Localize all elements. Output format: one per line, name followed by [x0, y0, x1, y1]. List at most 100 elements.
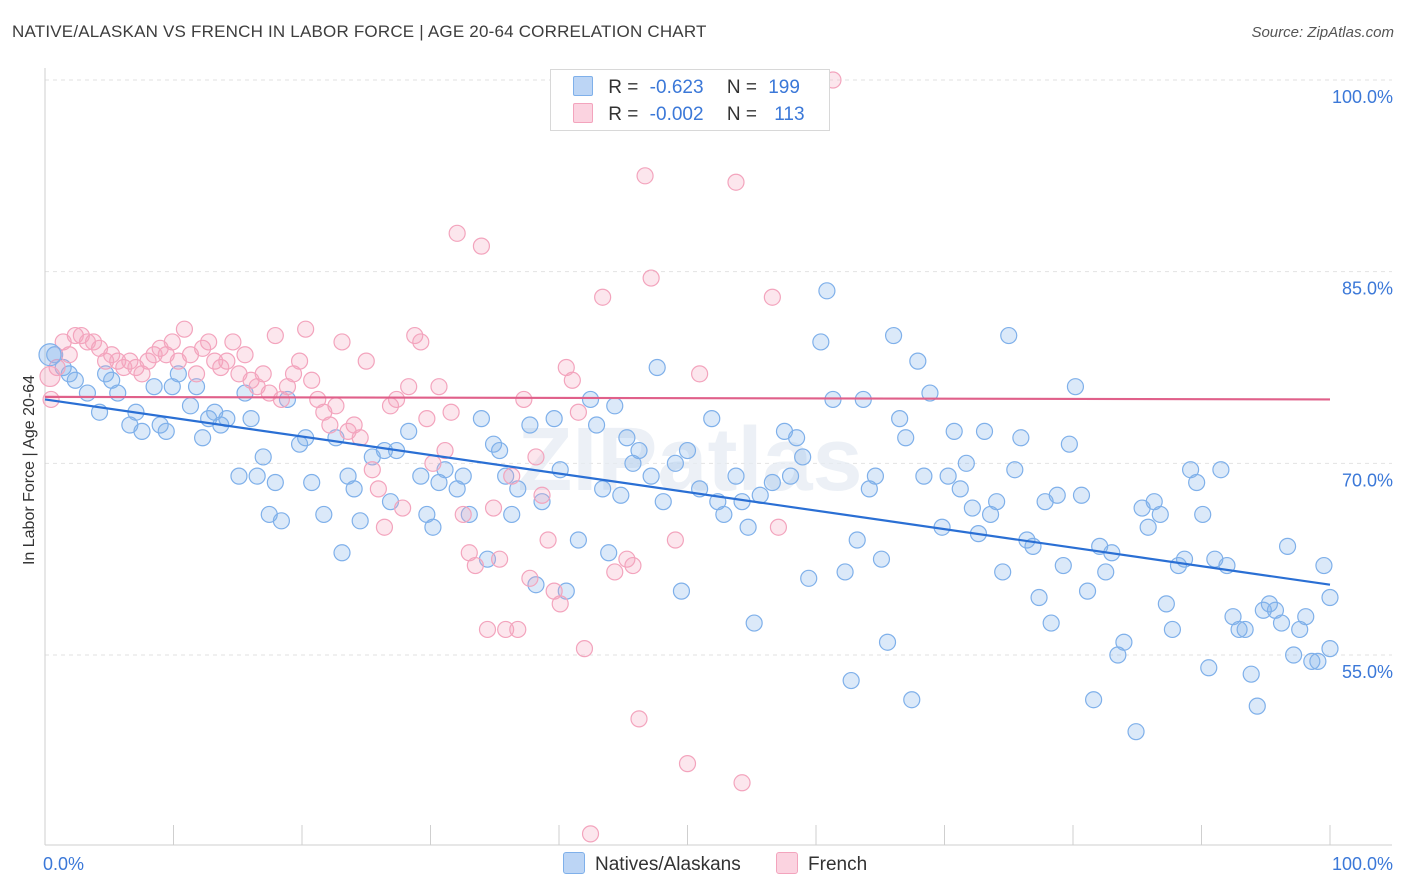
- native-trend-line: [44, 398, 1331, 586]
- french-point: [533, 486, 551, 504]
- series-swatch-french: [776, 852, 799, 874]
- y-tick-label: 100.0%: [1332, 87, 1393, 107]
- french-point: [48, 358, 66, 377]
- native-point: [181, 397, 200, 415]
- french-point: [406, 326, 424, 345]
- french-point: [606, 563, 624, 581]
- native-point: [1115, 633, 1133, 651]
- native-point: [630, 441, 648, 460]
- native-point: [272, 512, 290, 530]
- french-point: [321, 416, 339, 434]
- y-tick-label: 55.0%: [1342, 662, 1393, 682]
- native-point: [1030, 588, 1048, 607]
- native-point: [1042, 614, 1060, 632]
- native-point: [1066, 378, 1085, 396]
- native-point: [1085, 691, 1103, 709]
- native-point: [187, 378, 206, 396]
- native-point: [939, 467, 957, 485]
- native-point: [424, 518, 442, 536]
- native-point: [193, 429, 212, 447]
- native-point: [878, 633, 897, 651]
- native-point: [351, 512, 369, 530]
- native-point: [666, 454, 684, 472]
- french-point: [551, 595, 569, 613]
- native-point: [951, 480, 969, 498]
- french-point: [727, 173, 745, 191]
- native-point: [527, 576, 545, 594]
- french-point: [503, 467, 521, 485]
- series-legend-french: French: [776, 852, 867, 876]
- french-point: [97, 352, 115, 370]
- french-trend-line: [44, 395, 1331, 401]
- french-point: [472, 237, 491, 255]
- native-point: [66, 371, 84, 389]
- legend-n-value: 113: [774, 104, 805, 125]
- french-point: [442, 403, 460, 421]
- french-point: [575, 640, 594, 658]
- native-point: [484, 435, 503, 453]
- legend-r-label: R =: [608, 77, 639, 98]
- chart-title: NATIVE/ALASKAN VS FRENCH IN LABOR FORCE …: [12, 22, 707, 41]
- french-point: [109, 352, 127, 370]
- native-point: [278, 390, 297, 409]
- native-point: [872, 550, 891, 568]
- native-point: [1230, 620, 1248, 639]
- french-point: [539, 531, 557, 549]
- native-point: [1321, 588, 1339, 607]
- french-point: [424, 454, 442, 472]
- native-point: [788, 429, 806, 447]
- native-point: [1139, 518, 1157, 536]
- french-point: [618, 550, 636, 568]
- native-point: [133, 422, 151, 440]
- legend-n-label: N =: [726, 77, 757, 98]
- native-point: [915, 467, 933, 485]
- french-point: [145, 346, 163, 364]
- legend-r-value: -0.623: [649, 77, 704, 98]
- native-point: [1254, 601, 1272, 619]
- native-point: [800, 569, 818, 587]
- watermark: ZIPatlas: [517, 410, 862, 510]
- native-point: [1048, 486, 1066, 504]
- legend-n-label: N =: [726, 104, 757, 125]
- native-point: [533, 493, 551, 511]
- native-point: [145, 378, 163, 396]
- native-point: [836, 563, 854, 581]
- native-point: [333, 544, 351, 562]
- native-point: [1278, 537, 1297, 555]
- native-point: [1163, 620, 1182, 639]
- native-point: [1272, 614, 1291, 632]
- french-point: [115, 358, 133, 377]
- french-point: [624, 556, 642, 575]
- native-point: [612, 486, 630, 504]
- native-point: [884, 326, 903, 345]
- native-point: [460, 505, 478, 524]
- native-point: [963, 499, 981, 517]
- french-point: [212, 358, 230, 377]
- french-point: [678, 755, 697, 773]
- french-point: [193, 339, 212, 357]
- native-point: [1078, 582, 1097, 600]
- native-point: [254, 448, 272, 466]
- native-point: [794, 448, 812, 466]
- french-point: [121, 352, 139, 370]
- native-point: [521, 416, 539, 434]
- native-point: [678, 441, 697, 460]
- french-point: [200, 333, 218, 351]
- native-point: [1297, 608, 1315, 626]
- french-point: [509, 620, 527, 639]
- french-point: [418, 410, 436, 428]
- french-point: [363, 461, 381, 479]
- native-point: [642, 467, 660, 485]
- correlation-legend: R = -0.623 N = 199 R = -0.002 N = 113: [550, 69, 830, 131]
- native-point: [594, 480, 612, 498]
- native-point: [781, 467, 800, 485]
- french-point: [436, 441, 454, 460]
- y-axis-label: In Labor Force | Age 20-64: [21, 374, 38, 566]
- french-point: [448, 224, 466, 242]
- series-label-natives: Natives/Alaskans: [595, 854, 741, 875]
- native-point: [812, 333, 830, 351]
- native-point: [672, 582, 691, 600]
- french-point: [103, 346, 121, 364]
- native-point: [472, 410, 491, 428]
- source-credit: Source: ZipAtlas.com: [1251, 24, 1394, 41]
